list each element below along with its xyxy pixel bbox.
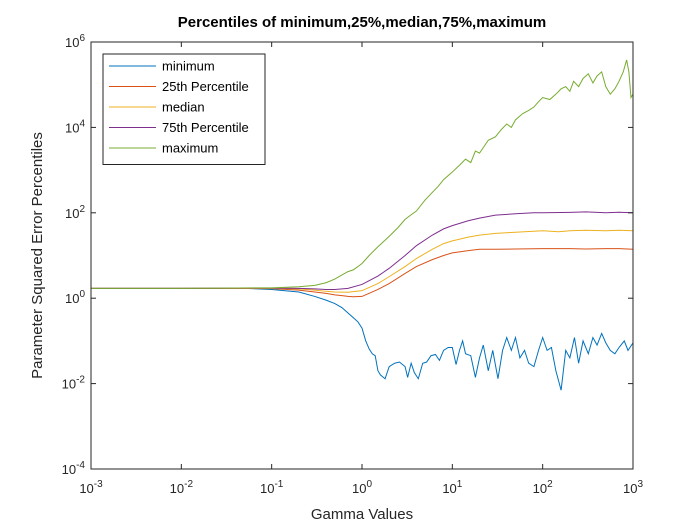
y-axis-label: Parameter Squared Error Percentiles <box>29 132 46 379</box>
x-tick-label: 10-1 <box>260 479 284 496</box>
series-line-minimum <box>91 287 633 391</box>
y-tick-label: 10-4 <box>62 460 86 477</box>
legend-entry-label: 25th Percentile <box>162 79 249 94</box>
tick-layer: 10-3 10-2 10-1 100 101 102 103 10-4 10-2 100 102 10… <box>62 33 644 496</box>
series-line-maximum <box>91 59 633 289</box>
x-tick-label: 10-2 <box>170 479 194 496</box>
x-tick-label: 102 <box>533 479 553 496</box>
legend: minimum 25th Percentile median 75th Percent… <box>102 53 266 165</box>
x-axis-label: Gamma Values <box>311 506 413 523</box>
x-tick-label: 10-3 <box>79 479 103 496</box>
y-tick-label: 104 <box>65 118 85 135</box>
legend-entry-label: minimum <box>162 59 215 74</box>
series-line-median <box>91 229 633 293</box>
chart-title: Percentiles of minimum,25%,median,75%,ma… <box>178 14 546 31</box>
y-tick-label: 106 <box>65 33 85 50</box>
y-tick-label: 100 <box>65 289 85 306</box>
series-line-25th-percentile <box>91 248 633 298</box>
series-line-75th-percentile <box>91 211 633 290</box>
legend-box <box>102 53 266 165</box>
legend-entry-label: 75th Percentile <box>162 120 249 135</box>
series-layer <box>91 59 633 391</box>
x-tick-label: 100 <box>352 479 372 496</box>
x-tick-label: 103 <box>623 479 643 496</box>
x-tick-label: 101 <box>442 479 462 496</box>
y-tick-label: 102 <box>65 204 85 221</box>
y-tick-label: 10-2 <box>62 375 86 392</box>
legend-entry-label: maximum <box>162 141 218 156</box>
legend-entry-label: median <box>162 100 205 115</box>
